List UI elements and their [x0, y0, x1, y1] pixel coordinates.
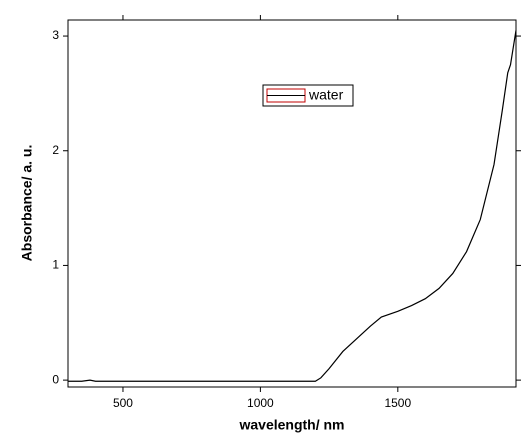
- legend-box: [262, 84, 354, 107]
- legend-label: water: [308, 87, 344, 103]
- data-line: [68, 30, 517, 382]
- x-axis-label: wavelength/ nm: [238, 417, 344, 433]
- x-tick-label: 1500: [384, 396, 411, 410]
- x-tick-label: 1000: [247, 396, 274, 410]
- x-tick-label: 500: [113, 396, 133, 410]
- y-tick-label: 0: [52, 372, 59, 386]
- y-tick-label: 2: [52, 143, 59, 157]
- y-axis-label: Absorbance/ a. u.: [19, 145, 35, 262]
- y-tick-label: 3: [52, 28, 59, 42]
- plot-frame: [67, 19, 517, 388]
- y-tick-label: 1: [52, 258, 59, 272]
